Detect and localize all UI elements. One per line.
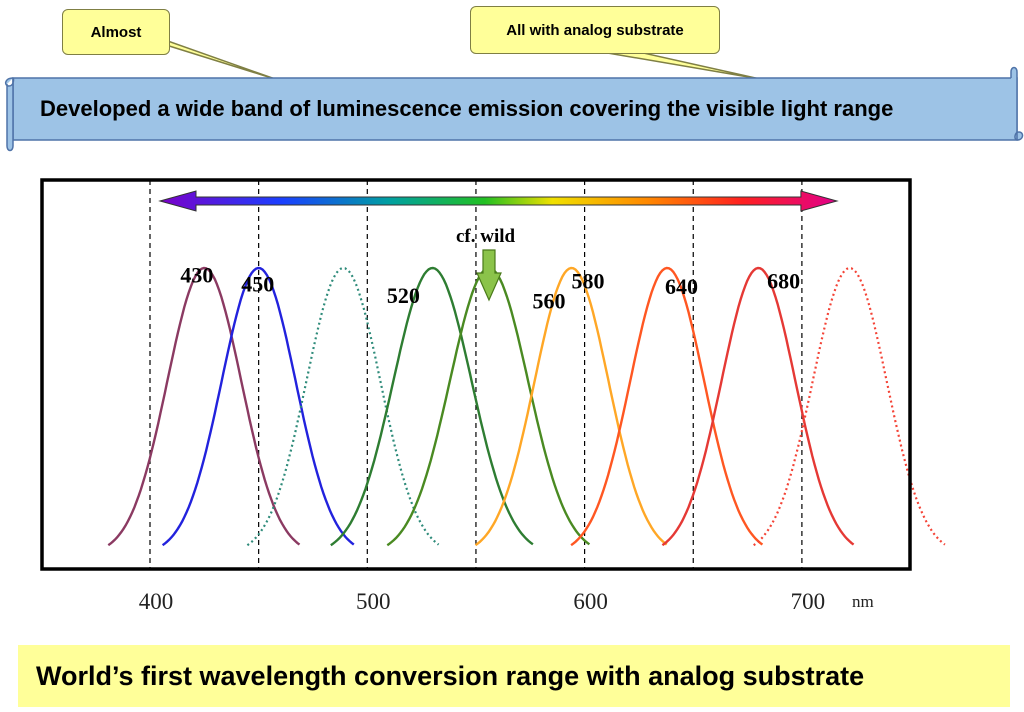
- callout-analog-text: All with analog substrate: [506, 21, 684, 39]
- callout-almost: Almost: [62, 9, 170, 55]
- scroll-right-curl: [1010, 66, 1024, 141]
- x-unit-label: nm: [852, 592, 874, 611]
- footer-text: World’s first wavelength conversion rang…: [36, 660, 865, 691]
- plot-frame: [40, 178, 912, 571]
- footer-highlight: World’s first wavelength conversion rang…: [18, 645, 1010, 707]
- emission-curve-640: [570, 266, 764, 547]
- emission-curve-580: [474, 266, 668, 547]
- curves-layer: [107, 266, 946, 547]
- banner-title: Developed a wide band of luminescence em…: [40, 96, 894, 121]
- wild-type-label: cf. wild: [456, 226, 516, 247]
- emission-curve-520: [330, 266, 534, 547]
- scroll-left-curl: [4, 77, 15, 152]
- x-tick-labels: 400 500 600 700 nm: [139, 589, 874, 614]
- callout-analog-substrate: All with analog substrate: [470, 6, 720, 54]
- scroll-body: [12, 77, 1018, 141]
- peak-label-580: 580: [572, 268, 605, 293]
- emission-curve-dotted-2: [246, 266, 440, 547]
- x-tick-600: 600: [573, 589, 608, 614]
- peak-label-430: 430: [180, 263, 213, 288]
- x-tick-700: 700: [791, 589, 826, 614]
- peak-label-640: 640: [665, 274, 698, 299]
- scroll-banner: [4, 39, 1024, 152]
- peak-label-560: 560: [532, 289, 565, 314]
- wild-type-arrow-icon: [476, 249, 502, 302]
- x-tick-400: 400: [139, 589, 174, 614]
- peak-label-520: 520: [387, 283, 420, 308]
- x-tick-500: 500: [356, 589, 391, 614]
- emission-curve-680: [661, 266, 855, 547]
- spectrum-double-arrow: [158, 190, 839, 212]
- peak-label-450: 450: [241, 271, 274, 296]
- callout-analog-tail: [589, 49, 761, 80]
- peak-label-680: 680: [767, 268, 800, 293]
- callout-almost-text: Almost: [90, 23, 142, 41]
- emission-curve-430: [107, 266, 301, 547]
- spectrum-arrow: [158, 190, 839, 212]
- labels-layer: 430 450 520 560 580 640 680 cf. wild: [180, 226, 800, 314]
- emission-curve-dotted-8: [753, 266, 946, 547]
- grid-layer: [149, 180, 803, 569]
- emission-spectrum-chart: 430 450 520 560 580 640 680 cf. wild 400 500 600 7…: [40, 178, 946, 614]
- emission-curve-450: [161, 266, 355, 547]
